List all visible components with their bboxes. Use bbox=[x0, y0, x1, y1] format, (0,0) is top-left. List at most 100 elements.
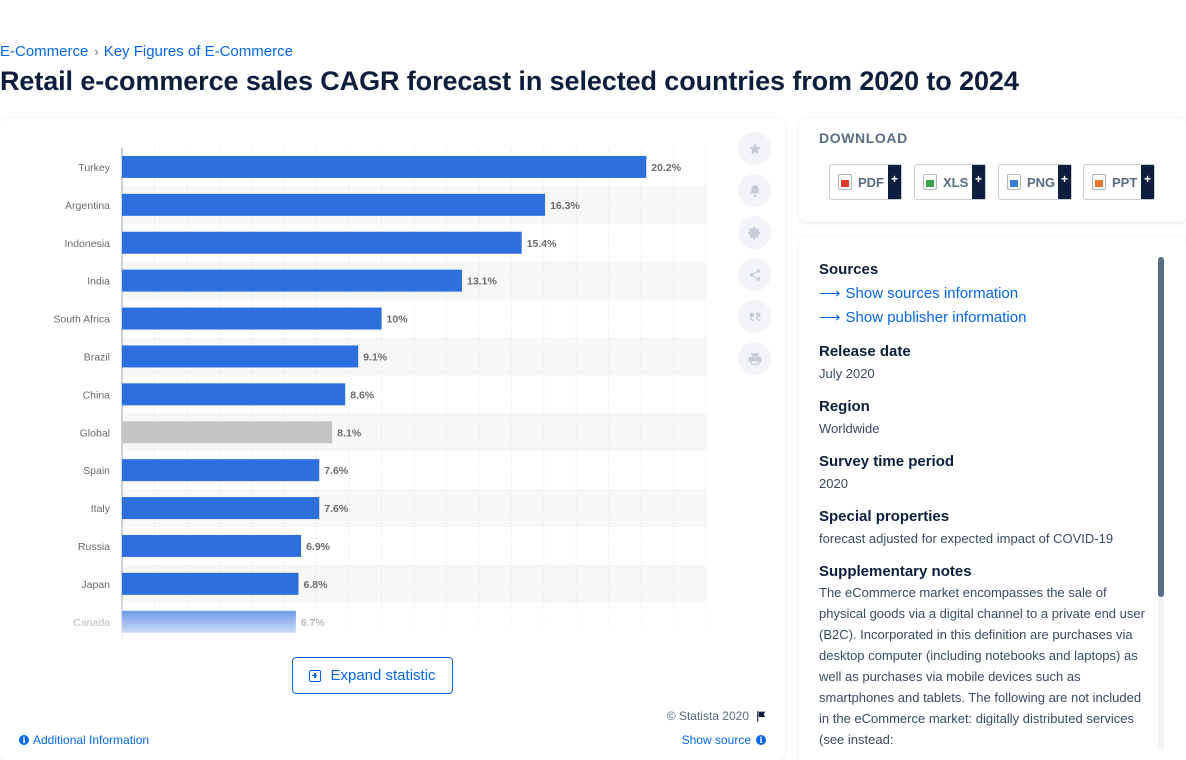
data-label: 8.6% bbox=[350, 389, 375, 401]
expand-icon bbox=[309, 669, 322, 682]
copyright: © Statista 2020 bbox=[667, 709, 768, 723]
data-label: 16.3% bbox=[550, 200, 580, 212]
category-label: Argentina bbox=[65, 200, 110, 212]
info-icon: i bbox=[19, 735, 29, 745]
show-publisher-label: Show publisher information bbox=[845, 308, 1027, 326]
arrow-right-icon: ⟶ bbox=[819, 309, 841, 326]
show-sources-label: Show sources information bbox=[845, 284, 1019, 302]
release-date-heading: Release date bbox=[819, 343, 911, 360]
data-label: 9.1% bbox=[363, 351, 388, 363]
bar-brazil bbox=[122, 345, 359, 368]
bar-china bbox=[122, 383, 346, 406]
breadcrumb-link-key-figures[interactable]: Key Figures of E-Commerce bbox=[103, 43, 293, 60]
ppt-file-icon bbox=[1092, 174, 1106, 190]
copyright-text: © Statista 2020 bbox=[666, 709, 749, 723]
category-label: Italy bbox=[91, 503, 111, 515]
statistic-info-panel: Sources ⟶ Show sources information ⟶ Sho… bbox=[799, 237, 1186, 760]
info-scrollbar[interactable] bbox=[1158, 257, 1164, 751]
category-label: Canada bbox=[73, 617, 110, 629]
data-label: 15.4% bbox=[527, 238, 557, 250]
print-button[interactable] bbox=[738, 342, 771, 375]
bar-south-africa bbox=[122, 307, 382, 330]
bar-global bbox=[122, 421, 333, 444]
plus-icon: + bbox=[1141, 165, 1154, 199]
cite-button[interactable] bbox=[738, 300, 771, 333]
bell-icon bbox=[749, 184, 760, 197]
category-label: Global bbox=[80, 427, 110, 439]
download-heading: DOWNLOAD bbox=[819, 130, 908, 146]
chart-area: Turkey 20.2% Argentina 16.3% Indonesia 15.4% I… bbox=[0, 118, 730, 658]
settings-button[interactable] bbox=[738, 216, 771, 249]
bar-chart: Turkey 20.2% Argentina 16.3% Indonesia 15.4% I… bbox=[53, 148, 707, 641]
sources-heading: Sources bbox=[819, 261, 879, 278]
quote-icon bbox=[749, 312, 760, 321]
data-label: 6.7% bbox=[301, 617, 326, 629]
additional-information-link[interactable]: i Additional Information bbox=[19, 733, 149, 747]
download-panel: DOWNLOAD PDF + XLS + PNG + PPT + bbox=[799, 118, 1186, 222]
category-label: Brazil bbox=[84, 351, 110, 363]
expand-statistic-button[interactable]: Expand statistic bbox=[292, 657, 453, 694]
region-heading: Region bbox=[819, 398, 870, 415]
download-ppt-button[interactable]: PPT + bbox=[1083, 164, 1155, 200]
show-source-link[interactable]: Show source i bbox=[682, 733, 766, 747]
special-properties-heading: Special properties bbox=[819, 508, 950, 525]
info-icon: i bbox=[756, 735, 766, 745]
download-xls-label: XLS bbox=[943, 174, 969, 190]
data-label: 6.9% bbox=[306, 541, 331, 553]
favorite-button[interactable] bbox=[738, 132, 771, 165]
scrollbar-thumb[interactable] bbox=[1158, 257, 1164, 597]
category-label: Russia bbox=[78, 541, 110, 553]
show-publisher-link[interactable]: ⟶ Show publisher information bbox=[819, 308, 1027, 327]
data-label: 7.6% bbox=[324, 503, 349, 515]
pdf-file-icon bbox=[838, 174, 852, 190]
data-label: 8.1% bbox=[337, 427, 362, 439]
xls-file-icon bbox=[923, 174, 937, 190]
share-button[interactable] bbox=[738, 258, 771, 291]
additional-information-label: Additional Information bbox=[33, 733, 150, 747]
release-date-value: July 2020 bbox=[819, 366, 875, 381]
data-label: 13.1% bbox=[467, 276, 497, 288]
expand-statistic-label: Expand statistic bbox=[330, 667, 436, 684]
category-label: Turkey bbox=[78, 162, 110, 174]
png-file-icon bbox=[1007, 174, 1021, 190]
category-label: South Africa bbox=[53, 314, 110, 326]
breadcrumb: E-Commerce › Key Figures of E-Commerce bbox=[0, 43, 293, 60]
bar-russia bbox=[122, 534, 302, 557]
download-ppt-label: PPT bbox=[1112, 174, 1138, 190]
chart-toolbar bbox=[738, 132, 772, 384]
show-sources-link[interactable]: ⟶ Show sources information bbox=[819, 284, 1019, 303]
show-source-label: Show source bbox=[681, 733, 751, 747]
share-icon bbox=[749, 268, 760, 281]
bar-canada bbox=[122, 610, 296, 633]
download-xls-button[interactable]: XLS + bbox=[914, 164, 986, 200]
data-label: 20.2% bbox=[651, 162, 681, 174]
plus-icon: + bbox=[888, 165, 901, 199]
supplementary-notes-heading: Supplementary notes bbox=[819, 563, 972, 580]
bar-indonesia bbox=[122, 231, 522, 254]
gear-icon bbox=[747, 226, 760, 239]
arrow-right-icon: ⟶ bbox=[819, 285, 841, 302]
plus-icon: + bbox=[972, 165, 985, 199]
notification-button[interactable] bbox=[738, 174, 771, 207]
category-label: India bbox=[87, 276, 110, 288]
breadcrumb-link-ecommerce[interactable]: E-Commerce bbox=[0, 43, 89, 60]
bar-india bbox=[122, 269, 463, 292]
bar-japan bbox=[122, 572, 299, 595]
data-label: 6.8% bbox=[303, 579, 328, 591]
download-png-label: PNG bbox=[1027, 174, 1056, 190]
bar-turkey bbox=[122, 155, 647, 178]
bar-italy bbox=[122, 497, 320, 520]
category-label: Japan bbox=[81, 579, 110, 591]
survey-period-value: 2020 bbox=[819, 476, 848, 491]
download-png-button[interactable]: PNG + bbox=[998, 164, 1072, 200]
chart-card: Turkey 20.2% Argentina 16.3% Indonesia 15.4% I… bbox=[0, 118, 785, 760]
download-pdf-label: PDF bbox=[858, 174, 884, 190]
category-label: China bbox=[83, 389, 111, 401]
flag-icon[interactable] bbox=[755, 710, 768, 723]
print-icon bbox=[748, 352, 761, 365]
supplementary-notes-text: The eCommerce market encompasses the sal… bbox=[819, 585, 1145, 747]
star-icon bbox=[748, 142, 761, 154]
download-pdf-button[interactable]: PDF + bbox=[829, 164, 902, 200]
bar-argentina bbox=[122, 193, 546, 216]
data-label: 10% bbox=[387, 314, 409, 326]
